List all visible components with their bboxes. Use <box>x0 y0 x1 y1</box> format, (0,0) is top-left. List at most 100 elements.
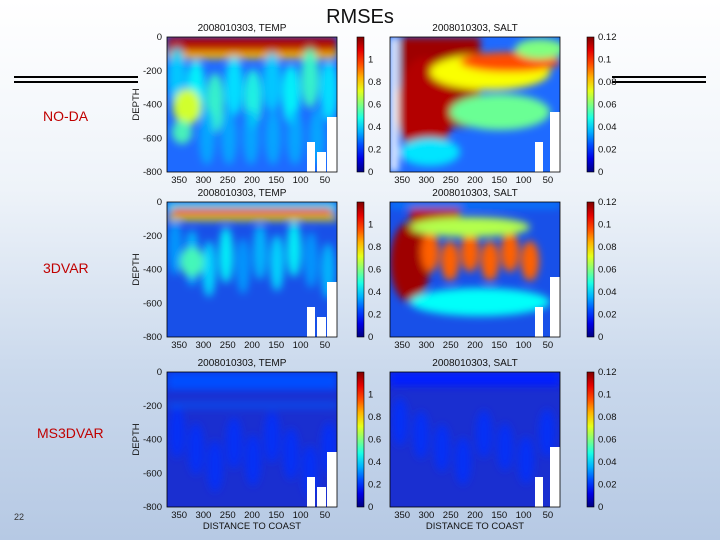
colorbar-tick-r2c1-5: 0.02 <box>598 480 617 491</box>
x-tick-r1c0-5: 100 <box>293 340 309 351</box>
colorbar-tick-r2c1-0: 0.12 <box>598 367 617 378</box>
y-axis-label-r1c0: DEPTH <box>131 253 142 285</box>
y-tick-r1c0-0: 0 <box>157 197 162 208</box>
x-tick-r2c1-4: 150 <box>491 510 507 521</box>
x-tick-r0c0-1: 300 <box>195 175 211 186</box>
x-tick-r1c0-0: 350 <box>171 340 187 351</box>
colorbar-tick-r2c0-4: 0.2 <box>368 480 381 491</box>
x-axis-label-r2c1: DISTANCE TO COAST <box>426 521 524 532</box>
x-axis-label-r2c0: DISTANCE TO COAST <box>203 521 301 532</box>
x-tick-r1c1-5: 100 <box>516 340 532 351</box>
colorbar-tick-r0c0-2: 0.6 <box>368 100 381 111</box>
y-tick-r0c0-2: -400 <box>143 100 162 111</box>
x-tick-r2c1-2: 250 <box>443 510 459 521</box>
x-tick-r2c0-2: 250 <box>220 510 236 521</box>
title-rule-right-2 <box>612 81 706 83</box>
panel-frame-r2c1 <box>389 371 561 508</box>
x-tick-r1c1-3: 200 <box>467 340 483 351</box>
heatmap-field-r2c1 <box>390 372 560 507</box>
colorbar-tick-r1c1-2: 0.08 <box>598 242 617 253</box>
y-tick-r0c0-1: -200 <box>143 66 162 77</box>
x-tick-r0c0-5: 100 <box>293 175 309 186</box>
page-number: 22 <box>14 512 25 522</box>
y-tick-r1c0-3: -600 <box>143 298 162 309</box>
panel-title-r2c1: 2008010303, SALT <box>432 358 517 369</box>
colorbar-tick-r1c0-3: 0.4 <box>368 287 381 298</box>
colorbar-tick-r2c1-1: 0.1 <box>598 390 611 401</box>
x-tick-r2c1-1: 300 <box>418 510 434 521</box>
colorbar-r1c1 <box>586 201 595 338</box>
x-tick-r2c0-1: 300 <box>195 510 211 521</box>
x-tick-r0c0-3: 200 <box>244 175 260 186</box>
panel-frame-r1c1 <box>389 201 561 338</box>
colorbar-tick-r1c0-0: 1 <box>368 220 373 231</box>
y-tick-r2c0-4: -800 <box>143 502 162 513</box>
colorbar-tick-r2c0-5: 0 <box>368 502 373 513</box>
colorbar-tick-r0c1-1: 0.1 <box>598 55 611 66</box>
heatmap-field-r0c0 <box>167 37 337 172</box>
x-tick-r2c0-0: 350 <box>171 510 187 521</box>
row-label-ms3dvar: MS3DVAR <box>37 425 104 441</box>
colorbar-tick-r1c1-3: 0.06 <box>598 265 617 276</box>
x-tick-r0c1-2: 250 <box>443 175 459 186</box>
x-tick-r2c1-3: 200 <box>467 510 483 521</box>
y-tick-r1c0-1: -200 <box>143 231 162 242</box>
title-rule-left <box>14 76 138 78</box>
colorbar-tick-r0c0-4: 0.2 <box>368 145 381 156</box>
colorbar-tick-r0c1-3: 0.06 <box>598 100 617 111</box>
x-tick-r0c1-0: 350 <box>394 175 410 186</box>
x-tick-r0c1-3: 200 <box>467 175 483 186</box>
colorbar-tick-r2c1-3: 0.06 <box>598 435 617 446</box>
colorbar-tick-r0c0-5: 0 <box>368 167 373 178</box>
x-tick-r1c1-2: 250 <box>443 340 459 351</box>
y-tick-r2c0-3: -600 <box>143 468 162 479</box>
colorbar-tick-r0c1-2: 0.08 <box>598 77 617 88</box>
panel-title-r1c1: 2008010303, SALT <box>432 188 517 199</box>
x-tick-r0c0-2: 250 <box>220 175 236 186</box>
y-tick-r1c0-2: -400 <box>143 265 162 276</box>
colorbar-tick-r0c1-6: 0 <box>598 167 603 178</box>
title-rule-right <box>612 76 706 78</box>
slide-title: RMSEs <box>326 6 394 28</box>
colorbar-tick-r1c0-4: 0.2 <box>368 310 381 321</box>
colorbar-tick-r1c0-5: 0 <box>368 332 373 343</box>
x-tick-r0c1-1: 300 <box>418 175 434 186</box>
x-tick-r2c0-3: 200 <box>244 510 260 521</box>
title-rule-left-2 <box>14 81 138 83</box>
y-tick-r0c0-3: -600 <box>143 133 162 144</box>
x-tick-r1c1-1: 300 <box>418 340 434 351</box>
colorbar-tick-r0c0-0: 1 <box>368 55 373 66</box>
x-tick-r1c0-2: 250 <box>220 340 236 351</box>
colorbar-tick-r1c1-0: 0.12 <box>598 197 617 208</box>
colorbar-tick-r2c1-2: 0.08 <box>598 412 617 423</box>
colorbar-r2c0 <box>356 371 365 508</box>
x-tick-r0c1-4: 150 <box>491 175 507 186</box>
x-tick-r0c1-5: 100 <box>516 175 532 186</box>
colorbar-tick-r2c0-2: 0.6 <box>368 435 381 446</box>
x-tick-r2c1-5: 100 <box>516 510 532 521</box>
panel-frame-r0c0 <box>166 36 338 173</box>
x-tick-r1c1-0: 350 <box>394 340 410 351</box>
colorbar-tick-r1c1-5: 0.02 <box>598 310 617 321</box>
colorbar-tick-r2c0-0: 1 <box>368 390 373 401</box>
x-tick-r0c1-6: 50 <box>543 175 554 186</box>
x-tick-r1c0-6: 50 <box>320 340 331 351</box>
panel-frame-r0c1 <box>389 36 561 173</box>
colorbar-tick-r2c1-4: 0.04 <box>598 457 617 468</box>
panel-title-r2c0: 2008010303, TEMP <box>198 358 287 369</box>
colorbar-tick-r1c0-1: 0.8 <box>368 242 381 253</box>
y-tick-r2c0-1: -200 <box>143 401 162 412</box>
y-tick-r2c0-0: 0 <box>157 367 162 378</box>
row-label-3dvar: 3DVAR <box>43 260 89 276</box>
y-tick-r2c0-2: -400 <box>143 435 162 446</box>
y-axis-label-r2c0: DEPTH <box>131 423 142 455</box>
x-tick-r0c0-0: 350 <box>171 175 187 186</box>
x-tick-r0c0-6: 50 <box>320 175 331 186</box>
colorbar-tick-r2c1-6: 0 <box>598 502 603 513</box>
colorbar-r0c1 <box>586 36 595 173</box>
x-tick-r1c1-6: 50 <box>543 340 554 351</box>
heatmap-field-r1c1 <box>390 202 560 337</box>
colorbar-tick-r1c1-6: 0 <box>598 332 603 343</box>
y-tick-r1c0-4: -800 <box>143 332 162 343</box>
panel-frame-r2c0 <box>166 371 338 508</box>
